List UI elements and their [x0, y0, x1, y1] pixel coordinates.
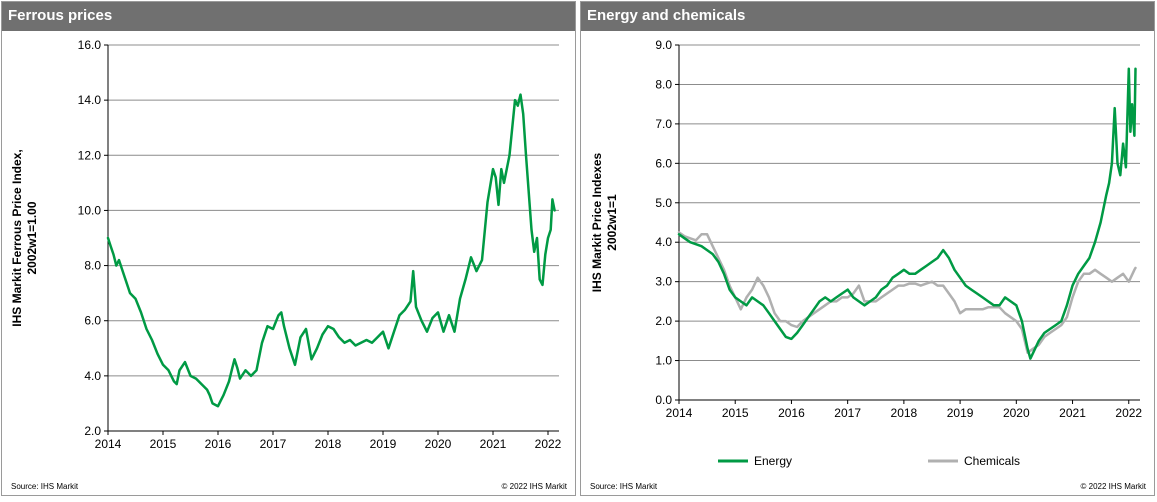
series-line-chemicals: [677, 231, 1137, 354]
ferrous-copyright: © 2022 IHS Markit: [501, 482, 567, 491]
x-tick-label: 2014: [95, 437, 122, 451]
y-tick-label: 10.0: [78, 203, 102, 217]
x-tick-label: 2021: [480, 437, 507, 451]
y-tick-label: 12.0: [78, 148, 102, 162]
energy-chart-title: Energy and chemicals: [587, 7, 746, 24]
x-tick-label: 2016: [778, 406, 805, 420]
y-tick-label: 8.0: [655, 77, 672, 91]
y-tick-label: 7.0: [655, 117, 672, 131]
x-tick-label: 2015: [150, 437, 177, 451]
x-tick-label: 2017: [834, 406, 861, 420]
x-tick-label: 2020: [425, 437, 452, 451]
y-tick-label: 0.0: [655, 393, 672, 407]
legend-label-chemicals: Chemicals: [964, 454, 1020, 468]
x-tick-label: 2020: [1003, 406, 1030, 420]
energy-source-note: Source: IHS Markit: [590, 482, 658, 491]
y-tick-label: 16.0: [78, 38, 102, 52]
y-tick-label: 1.0: [655, 354, 672, 368]
series-line-energy: [677, 67, 1137, 360]
y-tick-label: 9.0: [655, 38, 672, 52]
x-tick-label: 2017: [260, 437, 287, 451]
energy-copyright: © 2022 IHS Markit: [1080, 482, 1146, 491]
y-tick-label: 2.0: [84, 424, 101, 438]
x-tick-label: 2016: [205, 437, 232, 451]
y-axis-label-line2: 2002w1=1: [605, 194, 619, 251]
y-tick-label: 4.0: [655, 235, 672, 249]
y-tick-label: 2.0: [655, 314, 672, 328]
x-tick-label: 2018: [315, 437, 342, 451]
x-tick-label: 2014: [666, 406, 693, 420]
y-tick-label: 4.0: [84, 369, 101, 383]
y-tick-label: 6.0: [84, 314, 101, 328]
ferrous-source-note: Source: IHS Markit: [11, 482, 79, 491]
y-tick-label: 6.0: [655, 156, 672, 170]
x-tick-label: 2018: [891, 406, 918, 420]
y-tick-label: 3.0: [655, 275, 672, 289]
energy-panel-header: Energy and chemicals: [581, 2, 1154, 31]
ferrous-chart-title: Ferrous prices: [8, 7, 113, 24]
energy-chemicals-panel: Energy and chemicals 0.0 1.0 2.0 3.0 4.0 5.0 6…: [580, 1, 1155, 496]
y-tick-label: 8.0: [84, 259, 101, 273]
ferrous-prices-panel: Ferrous prices 2.0 4.0 6.0 8.0 10.0 12.0 14.0 1…: [1, 1, 576, 496]
legend-label-energy: Energy: [754, 454, 792, 468]
y-tick-label: 5.0: [655, 196, 672, 210]
ferrous-chart: 2.0 4.0 6.0 8.0 10.0 12.0 14.0 16.0 2014 2015 2016…: [10, 38, 562, 451]
x-tick-label: 2022: [535, 437, 562, 451]
series-line-ferrous: [106, 93, 556, 408]
y-axis-label-line1: IHS Markit Price Indexes: [590, 152, 604, 292]
x-tick-label: 2019: [947, 406, 974, 420]
y-tick-label: 14.0: [78, 93, 102, 107]
y-axis-label-line2: 2002w1=1.00: [25, 201, 39, 274]
x-tick-label: 2022: [1115, 406, 1142, 420]
x-tick-label: 2021: [1059, 406, 1086, 420]
y-axis-label: IHS Markit Price Indexes 2002w1=1: [590, 152, 619, 292]
x-tick-label: 2015: [722, 406, 749, 420]
y-axis-label-line1: IHS Markit Ferrous Price Index,: [10, 149, 24, 326]
x-tick-label: 2019: [370, 437, 397, 451]
energy-chemicals-chart: 0.0 1.0 2.0 3.0 4.0 5.0 6.0 7.0 8.0 9.0 2014 2015 20…: [590, 38, 1142, 468]
y-axis-label: IHS Markit Ferrous Price Index, 2002w1=1.…: [10, 149, 39, 326]
ferrous-panel-header: Ferrous prices: [2, 2, 575, 31]
